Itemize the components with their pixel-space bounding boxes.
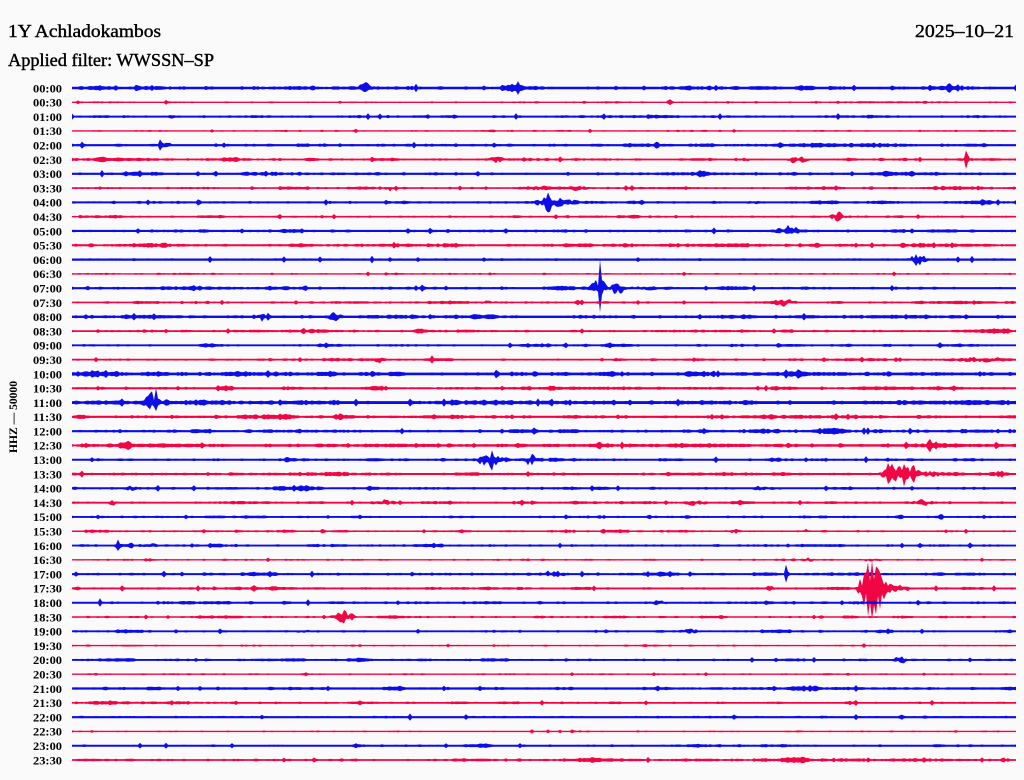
svg-text:04:30: 04:30 (33, 210, 62, 224)
svg-text:10:00: 10:00 (33, 367, 62, 381)
svg-text:01:00: 01:00 (33, 110, 62, 124)
svg-text:03:00: 03:00 (33, 167, 62, 181)
svg-text:10:30: 10:30 (33, 382, 62, 396)
svg-text:21:00: 21:00 (33, 682, 62, 696)
svg-text:20:00: 20:00 (33, 653, 62, 667)
svg-text:00:30: 00:30 (33, 96, 62, 110)
svg-text:05:30: 05:30 (33, 239, 62, 253)
svg-text:1Y Achladokambos: 1Y Achladokambos (8, 21, 161, 41)
svg-text:09:00: 09:00 (33, 339, 62, 353)
svg-text:09:30: 09:30 (33, 353, 62, 367)
svg-text:17:00: 17:00 (33, 567, 62, 581)
svg-text:14:00: 14:00 (33, 482, 62, 496)
svg-text:22:30: 22:30 (33, 725, 62, 739)
svg-text:06:00: 06:00 (33, 253, 62, 267)
svg-text:14:30: 14:30 (33, 496, 62, 510)
svg-text:2025–10–21: 2025–10–21 (915, 21, 1014, 41)
svg-text:18:00: 18:00 (33, 596, 62, 610)
svg-text:07:00: 07:00 (33, 282, 62, 296)
svg-text:11:00: 11:00 (33, 396, 62, 410)
svg-text:23:30: 23:30 (33, 753, 62, 767)
svg-text:07:30: 07:30 (33, 296, 62, 310)
svg-text:05:00: 05:00 (33, 224, 62, 238)
svg-text:23:00: 23:00 (33, 739, 62, 753)
svg-text:06:30: 06:30 (33, 267, 62, 281)
svg-text:15:00: 15:00 (33, 510, 62, 524)
svg-text:08:30: 08:30 (33, 324, 62, 338)
svg-text:00:00: 00:00 (33, 81, 62, 95)
svg-text:12:00: 12:00 (33, 424, 62, 438)
svg-text:19:30: 19:30 (33, 639, 62, 653)
svg-text:11:30: 11:30 (33, 410, 62, 424)
svg-text:12:30: 12:30 (33, 439, 62, 453)
svg-text:02:30: 02:30 (33, 153, 62, 167)
svg-text:HHZ — 50000: HHZ — 50000 (6, 381, 20, 453)
svg-text:04:00: 04:00 (33, 196, 62, 210)
svg-text:21:30: 21:30 (33, 696, 62, 710)
svg-text:19:00: 19:00 (33, 625, 62, 639)
svg-text:16:00: 16:00 (33, 539, 62, 553)
svg-text:16:30: 16:30 (33, 553, 62, 567)
svg-text:17:30: 17:30 (33, 582, 62, 596)
svg-text:Applied filter: WWSSN–SP: Applied filter: WWSSN–SP (8, 50, 214, 70)
svg-text:13:00: 13:00 (33, 453, 62, 467)
svg-text:08:00: 08:00 (33, 310, 62, 324)
svg-text:03:30: 03:30 (33, 181, 62, 195)
svg-text:18:30: 18:30 (33, 610, 62, 624)
svg-text:22:00: 22:00 (33, 710, 62, 724)
svg-text:15:30: 15:30 (33, 525, 62, 539)
svg-text:01:30: 01:30 (33, 124, 62, 138)
svg-text:20:30: 20:30 (33, 668, 62, 682)
svg-text:13:30: 13:30 (33, 467, 62, 481)
svg-text:02:00: 02:00 (33, 139, 62, 153)
